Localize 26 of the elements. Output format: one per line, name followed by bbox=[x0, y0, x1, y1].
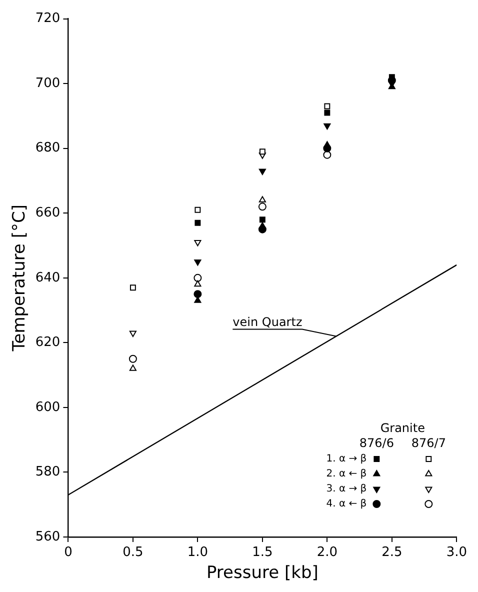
x-tick-label: 1.0 bbox=[187, 545, 208, 560]
series-label: vein Quartz bbox=[232, 315, 302, 330]
annotation: 876/6 bbox=[359, 436, 394, 450]
legend-label: 3. α → β bbox=[326, 484, 367, 495]
annotation: 876/7 bbox=[411, 436, 446, 450]
x-tick-label: 2.0 bbox=[316, 545, 338, 560]
y-tick-label: 620 bbox=[35, 335, 60, 350]
x-axis-title: Pressure [kb] bbox=[206, 563, 318, 584]
legend-label: 1. α → β bbox=[326, 454, 367, 465]
legend-label: 2. α ← β bbox=[326, 468, 367, 480]
x-tick-label: 0.5 bbox=[122, 545, 144, 560]
legend-label: 4. α ← β bbox=[326, 498, 367, 510]
x-tick-label: 2.5 bbox=[382, 545, 402, 560]
y-tick-label: 700 bbox=[35, 76, 60, 91]
x-tick-label: 1.5 bbox=[252, 545, 273, 560]
y-tick-label: 720 bbox=[35, 11, 60, 26]
y-tick-label: 580 bbox=[35, 464, 60, 480]
y-tick-label: 560 bbox=[35, 529, 60, 544]
y-tick-label: 680 bbox=[35, 140, 60, 156]
x-tick-label: 0 bbox=[64, 545, 72, 560]
y-tick-label: 660 bbox=[35, 206, 60, 220]
legend-title: Granite bbox=[380, 421, 425, 436]
x-tick-label: 3.0 bbox=[446, 545, 468, 560]
y-tick-label: 600 bbox=[35, 400, 60, 415]
y-axis-title: Temperature [°C] bbox=[10, 204, 30, 352]
y-tick-label: 640 bbox=[35, 270, 60, 286]
